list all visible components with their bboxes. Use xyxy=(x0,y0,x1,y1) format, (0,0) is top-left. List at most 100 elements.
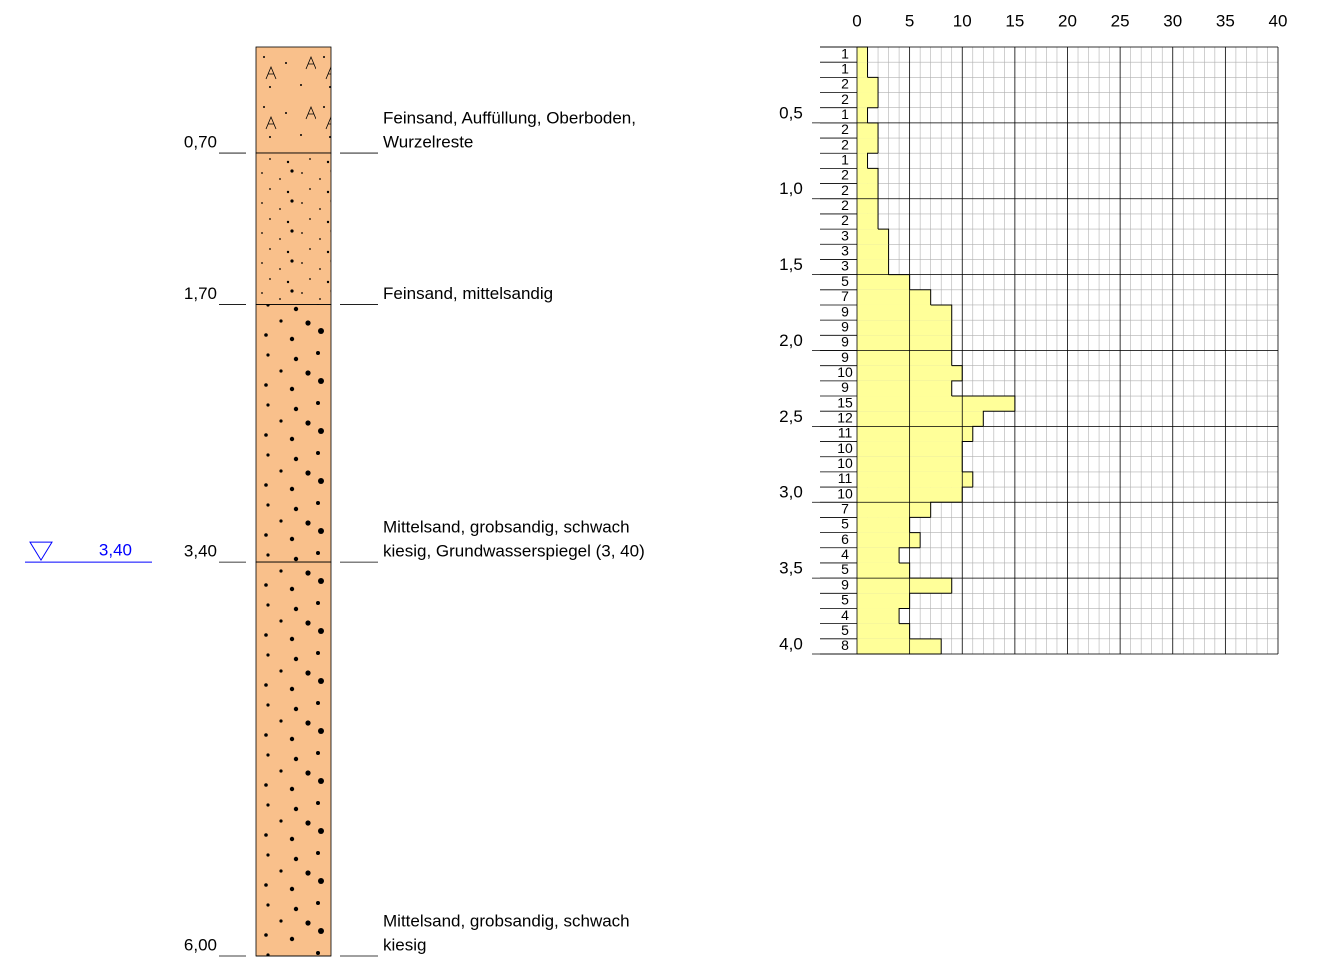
bar-outline xyxy=(931,502,963,517)
y-tick-label: 3,0 xyxy=(779,483,803,502)
value-label: 6 xyxy=(841,531,849,547)
layer-description: kiesig, Grundwasserspiegel (3, 40) xyxy=(383,542,645,561)
value-label: 10 xyxy=(837,364,853,380)
bar-outline xyxy=(868,108,879,123)
bar-outline xyxy=(868,153,879,168)
layer-description: Feinsand, mittelsandig xyxy=(383,284,553,303)
value-label: 1 xyxy=(841,45,849,61)
bar xyxy=(857,305,952,320)
bar-outline xyxy=(983,411,1015,426)
bar xyxy=(857,62,868,77)
depth-label: 0,70 xyxy=(184,133,217,152)
bar xyxy=(857,411,983,426)
value-label: 9 xyxy=(841,318,849,334)
depth-label: 6,00 xyxy=(184,935,217,954)
value-label: 5 xyxy=(841,592,849,608)
value-label: 2 xyxy=(841,182,849,198)
value-label: 10 xyxy=(837,455,853,471)
bar-outline xyxy=(899,608,910,623)
bar xyxy=(857,138,878,153)
value-label: 8 xyxy=(841,637,849,653)
bar xyxy=(857,108,868,123)
value-label: 2 xyxy=(841,212,849,228)
value-label: 10 xyxy=(837,485,853,501)
value-label: 10 xyxy=(837,440,853,456)
value-label: 3 xyxy=(841,258,849,274)
value-label: 11 xyxy=(838,470,853,486)
value-label: 7 xyxy=(841,288,849,304)
x-tick-label: 0 xyxy=(852,11,861,30)
bar xyxy=(857,168,878,183)
value-label: 12 xyxy=(837,409,853,425)
bar-outline xyxy=(973,426,984,441)
layer-description: Mittelsand, grobsandig, schwach xyxy=(383,518,630,537)
bar xyxy=(857,593,910,608)
value-label: 2 xyxy=(841,76,849,92)
bar xyxy=(857,244,889,259)
y-tick-label: 2,5 xyxy=(779,407,803,426)
value-label: 1 xyxy=(841,60,849,76)
bar xyxy=(857,335,952,350)
value-label: 15 xyxy=(837,394,853,410)
depth-label: 1,70 xyxy=(184,284,217,303)
depth-label: 3,40 xyxy=(184,542,217,561)
bar xyxy=(857,517,910,532)
value-label: 5 xyxy=(841,561,849,577)
bar-outline xyxy=(952,381,963,396)
bar xyxy=(857,563,910,578)
bar xyxy=(857,533,920,548)
y-tick-label: 3,5 xyxy=(779,559,803,578)
bar xyxy=(857,320,952,335)
bar xyxy=(857,229,889,244)
bar xyxy=(857,639,941,654)
soil-pattern xyxy=(256,305,331,563)
groundwater-label: 3,40 xyxy=(99,541,132,560)
bar xyxy=(857,426,973,441)
soil-pattern xyxy=(256,153,331,304)
value-label: 9 xyxy=(841,576,849,592)
value-label: 2 xyxy=(841,136,849,152)
x-tick-label: 30 xyxy=(1163,11,1182,30)
value-label: 9 xyxy=(841,303,849,319)
bar xyxy=(857,381,952,396)
bar xyxy=(857,275,910,290)
value-label: 1 xyxy=(841,106,849,122)
value-label: 5 xyxy=(841,516,849,532)
y-tick-label: 4,0 xyxy=(779,634,803,653)
x-tick-label: 25 xyxy=(1111,11,1130,30)
y-tick-label: 1,5 xyxy=(779,255,803,274)
value-label: 9 xyxy=(841,334,849,350)
x-tick-label: 15 xyxy=(1005,11,1024,30)
value-label: 7 xyxy=(841,501,849,517)
value-label: 2 xyxy=(841,197,849,213)
bar xyxy=(857,214,878,229)
bar xyxy=(857,77,878,92)
bar xyxy=(857,624,910,639)
bar xyxy=(857,548,899,563)
value-label: 9 xyxy=(841,379,849,395)
layer-description: Feinsand, Auffüllung, Oberboden, xyxy=(383,109,636,128)
layer-description: Mittelsand, grobsandig, schwach xyxy=(383,911,630,930)
bar xyxy=(857,351,952,366)
y-tick-label: 0,5 xyxy=(779,103,803,122)
y-tick-label: 1,0 xyxy=(779,179,803,198)
value-label: 11 xyxy=(838,425,853,441)
layer-description: Wurzelreste xyxy=(383,133,473,152)
bar xyxy=(857,47,868,62)
bar-outline xyxy=(962,487,973,502)
x-tick-label: 10 xyxy=(953,11,972,30)
bar xyxy=(857,608,899,623)
value-label: 4 xyxy=(841,546,849,562)
bar xyxy=(857,578,952,593)
bar xyxy=(857,123,878,138)
groundwater-symbol xyxy=(30,542,52,560)
bar xyxy=(857,472,973,487)
soil-pattern xyxy=(256,562,331,956)
value-label: 3 xyxy=(841,227,849,243)
bar xyxy=(857,199,878,214)
bar xyxy=(857,502,931,517)
bar xyxy=(857,93,878,108)
bar xyxy=(857,396,1015,411)
layer-description: kiesig xyxy=(383,935,426,954)
x-tick-label: 20 xyxy=(1058,11,1077,30)
